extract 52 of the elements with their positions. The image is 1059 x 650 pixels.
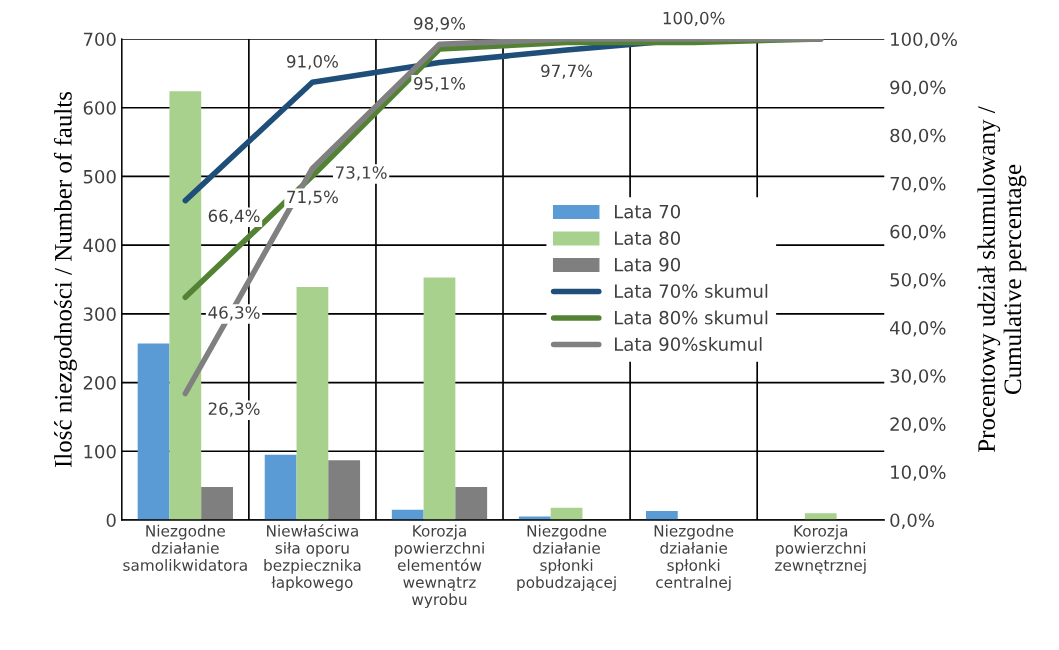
bar xyxy=(645,511,678,520)
y2-tick-label: 60,0% xyxy=(890,224,946,241)
y2-tick-label: 100,0% xyxy=(891,32,957,48)
y-tick-label: 700 xyxy=(83,32,116,47)
y2-tick-label: 50,0% xyxy=(890,272,946,289)
data-label: 71,5% xyxy=(287,190,338,205)
bar xyxy=(328,460,361,520)
x-tick-label: Niewłaściwa siła oporu bezpiecznika łapkowego xyxy=(264,524,361,591)
y2-tick-label: 0,0% xyxy=(890,513,934,529)
x-tick-label: Korozja powierzchni elementów wewnątrz wyrobu xyxy=(395,524,484,609)
x-tick-label: Niezgodne działanie spłonki pobudzającej xyxy=(517,524,616,591)
data-label: 100,0% xyxy=(663,11,725,27)
y-axis-title: Ilość niezgodności / Number of faults xyxy=(53,91,77,468)
legend-label: Lata 80% skumul xyxy=(615,310,768,325)
legend-label: Lata 90 xyxy=(615,257,681,272)
data-label: 46,3% xyxy=(208,306,260,321)
bar xyxy=(296,287,329,520)
y-tick-label: 600 xyxy=(83,101,116,115)
data-label: 95,1% xyxy=(414,77,466,92)
bar xyxy=(169,91,202,520)
y2-tick-label: 70,0% xyxy=(890,176,946,193)
y2-tick-label: 90,0% xyxy=(890,80,946,97)
legend-label: Lata 80 xyxy=(615,231,681,245)
y-tick-label: 200 xyxy=(83,376,116,390)
legend-label: Lata 70% skumul xyxy=(615,284,768,298)
legend-label: Lata 70 xyxy=(615,204,681,219)
data-label: 91,0% xyxy=(286,55,338,70)
y2-tick-label: 30,0% xyxy=(890,369,946,385)
y2-tick-label: 10,0% xyxy=(891,465,946,481)
y2-tick-label: 20,0% xyxy=(890,417,946,433)
data-label: 66,4% xyxy=(208,209,260,224)
data-label: 26,3% xyxy=(208,402,260,417)
bar xyxy=(455,487,488,520)
y-tick-label: 300 xyxy=(83,307,116,321)
y-tick-label: 0 xyxy=(106,513,116,528)
bar xyxy=(423,277,456,520)
y-tick-label: 400 xyxy=(83,238,116,253)
data-label: 73,1% xyxy=(335,166,387,181)
y2-tick-label: 80,0% xyxy=(890,128,946,145)
y-tick-label: 500 xyxy=(83,169,116,184)
data-label: 97,7% xyxy=(541,64,593,79)
x-tick-label: Niezgodne działanie spłonki centralnej xyxy=(654,524,734,591)
data-label: 98,9% xyxy=(414,17,466,32)
y2-axis-title: Procentowy udział skumulowany / Cumulative percentage xyxy=(977,106,1027,453)
bar xyxy=(137,343,170,520)
legend-label: Lata 90%skumul xyxy=(615,337,762,351)
y2-tick-label: 40,0% xyxy=(890,321,946,337)
x-tick-label: Korozja powierzchni zewnętrznej xyxy=(775,524,866,574)
x-tick-label: Niezgodne działanie samolikwidatora xyxy=(123,524,247,571)
bar xyxy=(264,454,297,520)
y-tick-label: 100 xyxy=(84,444,116,459)
bar xyxy=(201,487,233,520)
